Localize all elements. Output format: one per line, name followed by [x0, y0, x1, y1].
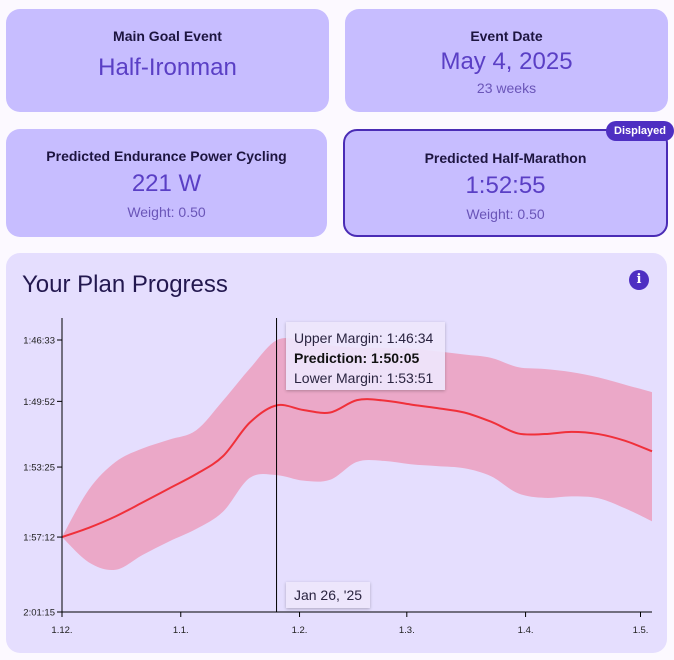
- event-date-value: May 4, 2025: [440, 48, 573, 75]
- x-tick-label: 1.2.: [292, 625, 308, 636]
- prediction-line: [61, 398, 653, 539]
- half-marathon-card[interactable]: Displayed Predicted Half-Marathon 1:52:5…: [343, 121, 674, 237]
- main-goal-label: Main Goal Event: [113, 28, 222, 44]
- x-tick-label: 1.3.: [399, 625, 415, 636]
- tooltip-date: Jan 26, '25: [286, 582, 370, 608]
- power-value: 221 W: [131, 170, 202, 197]
- y-tick-label: 2:01:15: [23, 608, 55, 619]
- event-date-label: Event Date: [470, 28, 543, 44]
- x-tick-label: 1.4.: [518, 625, 534, 636]
- y-tick-label: 1:49:52: [23, 397, 55, 408]
- y-tick-label: 1:53:25: [23, 463, 55, 474]
- y-tick-label: 1:46:33: [23, 336, 55, 347]
- tooltip-upper: Upper Margin: 1:46:34: [294, 330, 434, 346]
- power-label: Predicted Endurance Power Cycling: [46, 148, 287, 164]
- half-marathon-label: Predicted Half-Marathon: [424, 150, 587, 166]
- x-tick-label: 1.5.: [633, 625, 649, 636]
- main-goal-value: Half-Ironman: [98, 54, 237, 81]
- event-weeks: 23 weeks: [476, 80, 537, 96]
- info-icon[interactable]: i: [629, 270, 649, 290]
- x-tick-label: 1.1.: [173, 625, 189, 636]
- event-date-card[interactable]: Event Date May 4, 2025 23 weeks: [345, 9, 668, 112]
- panel-title: Your Plan Progress: [22, 271, 228, 298]
- x-tick-label: 1.12.: [51, 625, 72, 636]
- half-marathon-value: 1:52:55: [465, 172, 546, 199]
- confidence-band: [62, 338, 652, 571]
- tooltip-prediction: Prediction: 1:50:05: [294, 350, 420, 366]
- tooltip-lower: Lower Margin: 1:53:51: [294, 370, 434, 386]
- chart-tooltip: Upper Margin: 1:46:34 Prediction: 1:50:0…: [286, 322, 445, 390]
- half-marathon-weight: Weight: 0.50: [466, 206, 545, 222]
- power-weight: Weight: 0.50: [127, 204, 206, 220]
- displayed-badge: Displayed: [606, 121, 674, 141]
- power-card[interactable]: Predicted Endurance Power Cycling 221 W …: [6, 129, 327, 237]
- y-tick-label: 1:57:12: [23, 533, 55, 544]
- main-goal-card[interactable]: Main Goal Event Half-Ironman: [6, 9, 329, 112]
